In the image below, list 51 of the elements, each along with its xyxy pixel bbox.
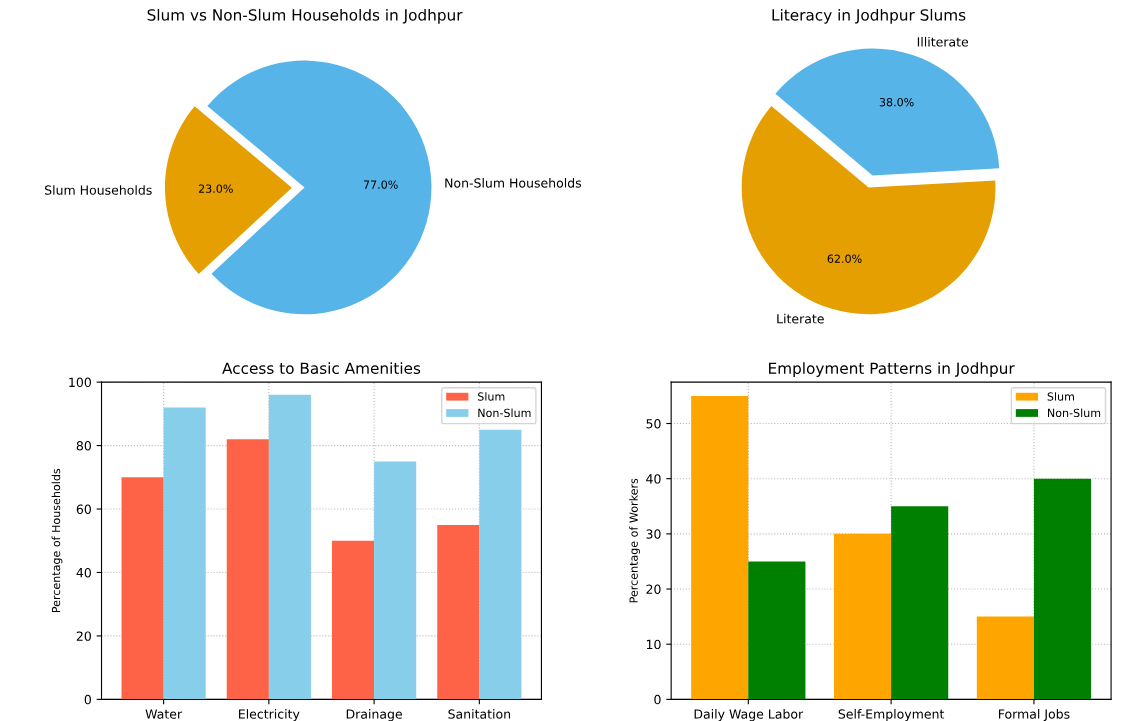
legend-label: Slum — [478, 392, 505, 401]
chart-title: Literacy in Jodhpur Slums — [772, 8, 966, 24]
bar — [163, 407, 206, 700]
data-label: 77.0% — [363, 180, 398, 189]
y-tick-label: 60 — [76, 504, 91, 514]
slice-label: Non-Slum Households — [445, 178, 582, 188]
slice-label: Slum Households — [45, 185, 152, 195]
y-tick-label: 30 — [646, 529, 661, 539]
y-tick-label: 40 — [76, 567, 91, 578]
data-label: 23.0% — [198, 184, 233, 193]
y-tick-label: 20 — [76, 631, 91, 641]
bar — [121, 477, 164, 700]
x-tick-label: Water — [145, 709, 183, 719]
bar — [332, 540, 375, 700]
y-tick-label: 10 — [646, 639, 661, 650]
bar — [1033, 478, 1092, 700]
bar — [891, 506, 949, 700]
y-axis-title: Percentage of Households — [51, 468, 63, 613]
y-tick-label: 40 — [646, 474, 661, 484]
bar — [226, 439, 269, 700]
legend-label: Slum — [1047, 392, 1074, 401]
y-tick-label: 0 — [84, 694, 91, 705]
x-tick-label: Sanitation — [448, 709, 511, 719]
chart-title: Employment Patterns in Jodhpur — [769, 362, 1015, 377]
x-tick-label: Formal Jobs — [998, 709, 1070, 721]
x-tick-label: Electricity — [239, 709, 300, 721]
bar — [691, 395, 749, 700]
data-label: 62.0% — [827, 254, 862, 263]
bar — [833, 533, 892, 700]
legend-label: Non-Slum — [1048, 408, 1101, 418]
chart-title: Slum vs Non-Slum Households in Jodhpur — [147, 8, 463, 24]
x-tick-label: Daily Wage Labor — [694, 709, 804, 721]
slice-label: Literate — [777, 313, 824, 324]
y-tick-label: 20 — [646, 584, 661, 594]
bar — [479, 429, 522, 700]
bar — [268, 394, 311, 700]
slice-label: Illiterate — [917, 36, 969, 47]
bar — [374, 461, 417, 700]
bar — [437, 524, 480, 700]
y-tick-label: 50 — [646, 418, 661, 429]
bar — [748, 561, 806, 700]
y-tick-label: 80 — [76, 441, 91, 451]
y-tick-label: 100 — [69, 377, 91, 388]
legend-label: Non-Slum — [478, 408, 531, 418]
x-tick-label: Drainage — [346, 709, 402, 721]
x-tick-label: Self-Employment — [838, 709, 945, 721]
chart-title: Access to Basic Amenities — [222, 362, 421, 375]
y-tick-label: 0 — [654, 694, 661, 705]
data-label: 38.0% — [879, 97, 914, 107]
bar — [976, 616, 1034, 700]
y-axis-title: Percentage of Workers — [629, 478, 640, 603]
